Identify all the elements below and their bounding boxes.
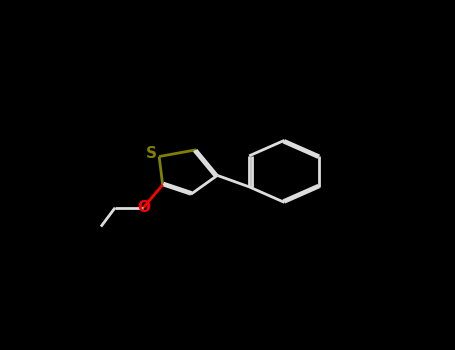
Text: O: O [137, 200, 150, 215]
Text: S: S [146, 146, 157, 161]
